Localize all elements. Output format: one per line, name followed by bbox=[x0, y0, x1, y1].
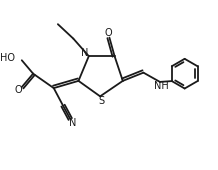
Text: NH: NH bbox=[153, 81, 168, 91]
Text: N: N bbox=[81, 48, 88, 58]
Text: S: S bbox=[98, 97, 104, 106]
Text: N: N bbox=[69, 118, 76, 128]
Text: O: O bbox=[105, 28, 112, 38]
Text: O: O bbox=[15, 85, 22, 95]
Text: HO: HO bbox=[0, 53, 15, 63]
